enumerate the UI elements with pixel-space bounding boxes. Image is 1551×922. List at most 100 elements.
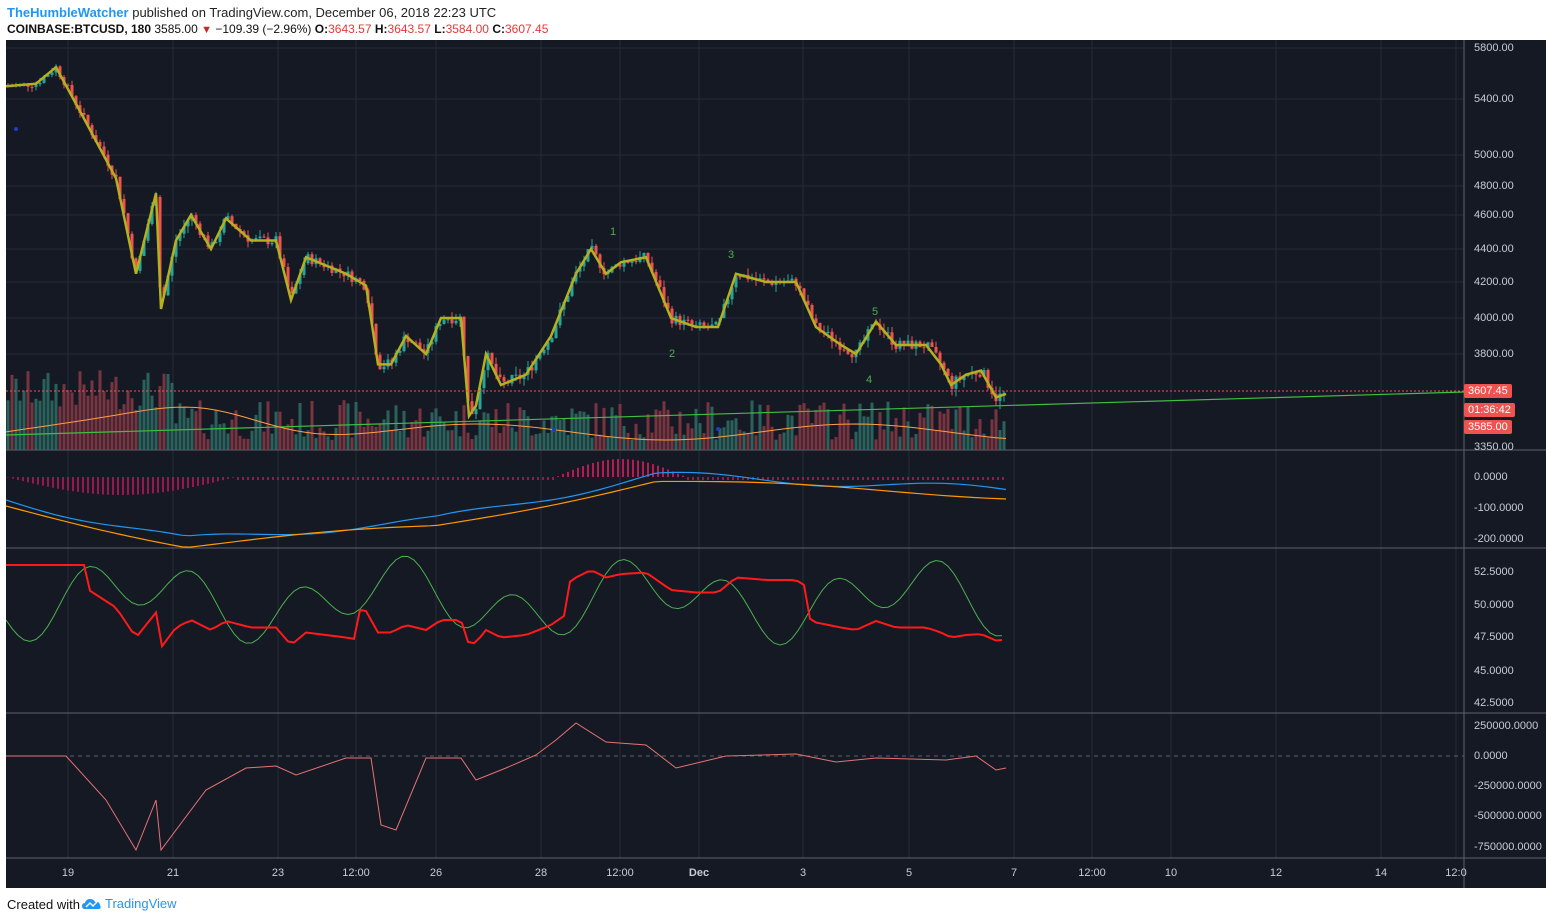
rsi-fast-line <box>6 555 1003 646</box>
volume-bar <box>770 426 774 450</box>
volume-bar <box>750 400 754 450</box>
candle-body <box>634 261 638 263</box>
volume-bar <box>682 434 686 450</box>
candle-body <box>30 86 34 88</box>
volume-bar <box>510 427 514 450</box>
candle-body <box>590 245 594 250</box>
volume-bar <box>562 418 566 450</box>
candle-body <box>86 114 90 126</box>
candle-body <box>726 299 730 305</box>
volume-bar <box>538 433 542 450</box>
volume-bar <box>778 434 782 450</box>
volume-bar <box>498 432 502 450</box>
close-label: C: <box>492 22 505 36</box>
candle-body <box>734 276 738 288</box>
candle-body <box>46 74 50 77</box>
chart-area[interactable]: 5800.00 5400.00 5000.00 4800.00 4600.00 … <box>6 40 1546 888</box>
candle-body <box>582 261 586 267</box>
volume-bar <box>90 380 94 450</box>
volume-bar <box>214 410 218 450</box>
volume-bar <box>618 403 622 450</box>
volume-bar <box>66 390 70 450</box>
tradingview-link[interactable]: TradingView <box>82 896 177 911</box>
candle-body <box>134 258 138 271</box>
volume-bar <box>922 417 926 450</box>
open-value: 3643.57 <box>328 22 372 36</box>
volume-bar <box>758 404 762 450</box>
volume-bar <box>82 384 86 450</box>
candle-body <box>318 258 322 264</box>
candle-body <box>686 319 690 321</box>
volume-bar <box>370 425 374 450</box>
candle-body <box>934 347 938 353</box>
candle-body <box>258 236 262 239</box>
volume-bar <box>578 411 582 450</box>
volume-bar <box>842 403 846 450</box>
candle-body <box>874 324 878 326</box>
candle-body <box>470 401 474 415</box>
candle-body <box>462 316 466 356</box>
cloud-icon <box>82 898 101 909</box>
volume-bar <box>794 435 798 450</box>
candle-body <box>270 242 274 245</box>
candle-body <box>82 112 86 115</box>
volume-bar <box>374 426 378 450</box>
candle-body <box>466 355 470 402</box>
author-link[interactable]: TheHumbleWatcher <box>7 5 129 20</box>
volume-bar <box>58 406 62 450</box>
candle-body <box>766 279 770 282</box>
volume-bar <box>198 400 202 450</box>
candle-body <box>74 96 78 106</box>
high-value: 3643.57 <box>387 22 431 36</box>
volume-bar <box>982 433 986 450</box>
volume-bar <box>394 405 398 450</box>
volume-bar <box>10 374 14 450</box>
rsi-axis-label: 52.5000 <box>1474 566 1514 578</box>
price-axis-label: 5000.00 <box>1474 149 1514 161</box>
candle-body <box>454 320 458 324</box>
volume-bar <box>462 405 466 450</box>
candle-body <box>842 349 846 351</box>
volume-bar <box>326 436 330 450</box>
chart-canvas[interactable] <box>6 40 1546 888</box>
volume-bar <box>154 407 158 450</box>
volume-bar <box>210 424 214 450</box>
volume-bar <box>962 430 966 450</box>
price-axis-label: 4200.00 <box>1474 276 1514 288</box>
volume-bar <box>398 431 402 450</box>
volume-bar <box>134 409 138 450</box>
volume-bar <box>166 374 170 450</box>
candle-body <box>386 359 390 367</box>
candle-body <box>930 342 934 348</box>
candle-body <box>382 366 386 370</box>
candle-body <box>102 146 106 155</box>
candle-body <box>810 304 814 319</box>
volume-bar <box>466 432 470 450</box>
volume-bar <box>106 399 110 450</box>
volume-bar <box>238 435 242 450</box>
volume-bar <box>354 402 358 450</box>
volume-bar <box>930 405 934 450</box>
symbol-name[interactable]: COINBASE:BTCUSD, 180 <box>7 22 152 36</box>
rsi-axis-label: 45.0000 <box>1474 665 1514 677</box>
volume-bar <box>118 409 122 450</box>
volume-bar <box>470 439 474 450</box>
volume-bar <box>686 423 690 450</box>
time-axis-label: Dec <box>688 867 710 879</box>
obv-axis-label: -500000.0000 <box>1474 810 1542 822</box>
volume-bar <box>734 418 738 450</box>
volume-bar <box>94 395 98 450</box>
volume-bar <box>314 437 318 450</box>
volume-bar <box>182 406 186 450</box>
volume-bar <box>678 411 682 450</box>
price-axis-label: 4000.00 <box>1474 312 1514 324</box>
volume-bar <box>262 431 266 450</box>
volume-bar <box>366 418 370 450</box>
candle-body <box>950 375 954 389</box>
macd-axis-label: 0.0000 <box>1474 471 1508 483</box>
candle-body <box>414 342 418 344</box>
volume-bar <box>410 421 414 450</box>
volume-bar <box>926 404 930 450</box>
candle-body <box>902 340 906 346</box>
volume-bar <box>526 416 530 450</box>
